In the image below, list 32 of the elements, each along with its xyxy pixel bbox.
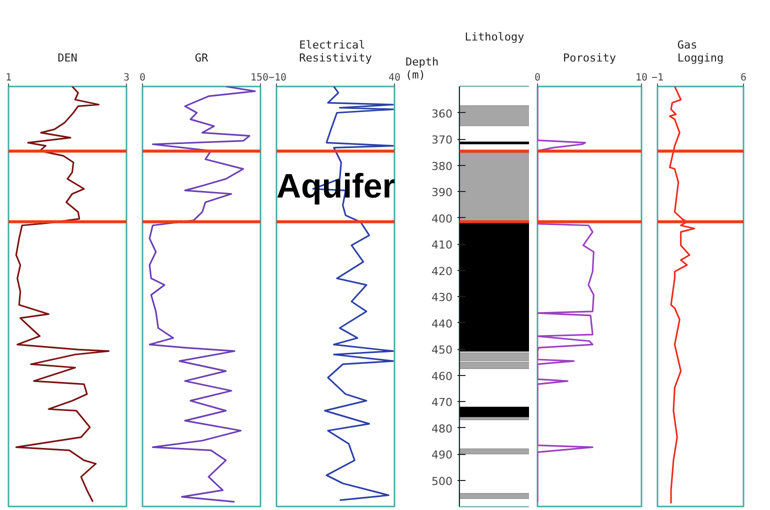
y-tick-label: 400 [432, 212, 453, 226]
y-tick-label: 490 [432, 448, 453, 462]
chart-title: GR [194, 52, 208, 64]
y-axis-title: Depth (m) [406, 56, 439, 82]
x-tick-label: 10 [635, 72, 648, 84]
chart-title: DEN [58, 52, 78, 64]
x-tick-label: 6 [740, 72, 747, 84]
y-tick-label: 480 [432, 422, 453, 436]
y-tick-label: 390 [432, 186, 453, 199]
chart-title: Lithology [464, 30, 525, 44]
y-tick-label: 370 [432, 134, 453, 146]
y-tick-label: 380 [432, 160, 453, 173]
x-tick-label: 0 [534, 72, 541, 84]
y-tick-label: 450 [432, 344, 453, 356]
chart-title: Electrical Resistivity [299, 38, 372, 64]
chart-title: Porosity [563, 52, 616, 64]
y-tick-label: 430 [432, 291, 453, 304]
y-tick-label: 470 [432, 396, 453, 409]
y-tick-label: 410 [432, 238, 453, 252]
x-tick-label: −1 [651, 72, 664, 84]
y-tick-label: 420 [432, 264, 453, 278]
chart-title: Gas Logging [677, 38, 724, 64]
x-tick-label: 3 [123, 72, 130, 84]
x-tick-label: 40 [388, 72, 401, 84]
x-tick-label: 150 [250, 72, 268, 84]
y-tick-label: 500 [432, 474, 453, 488]
x-tick-label: −10 [268, 72, 287, 84]
x-tick-label: 1 [5, 72, 12, 84]
y-tick-label: 440 [432, 317, 453, 330]
y-tick-label: 360 [432, 107, 453, 120]
x-tick-label: 0 [139, 72, 146, 84]
y-tick-label: 460 [432, 370, 453, 383]
